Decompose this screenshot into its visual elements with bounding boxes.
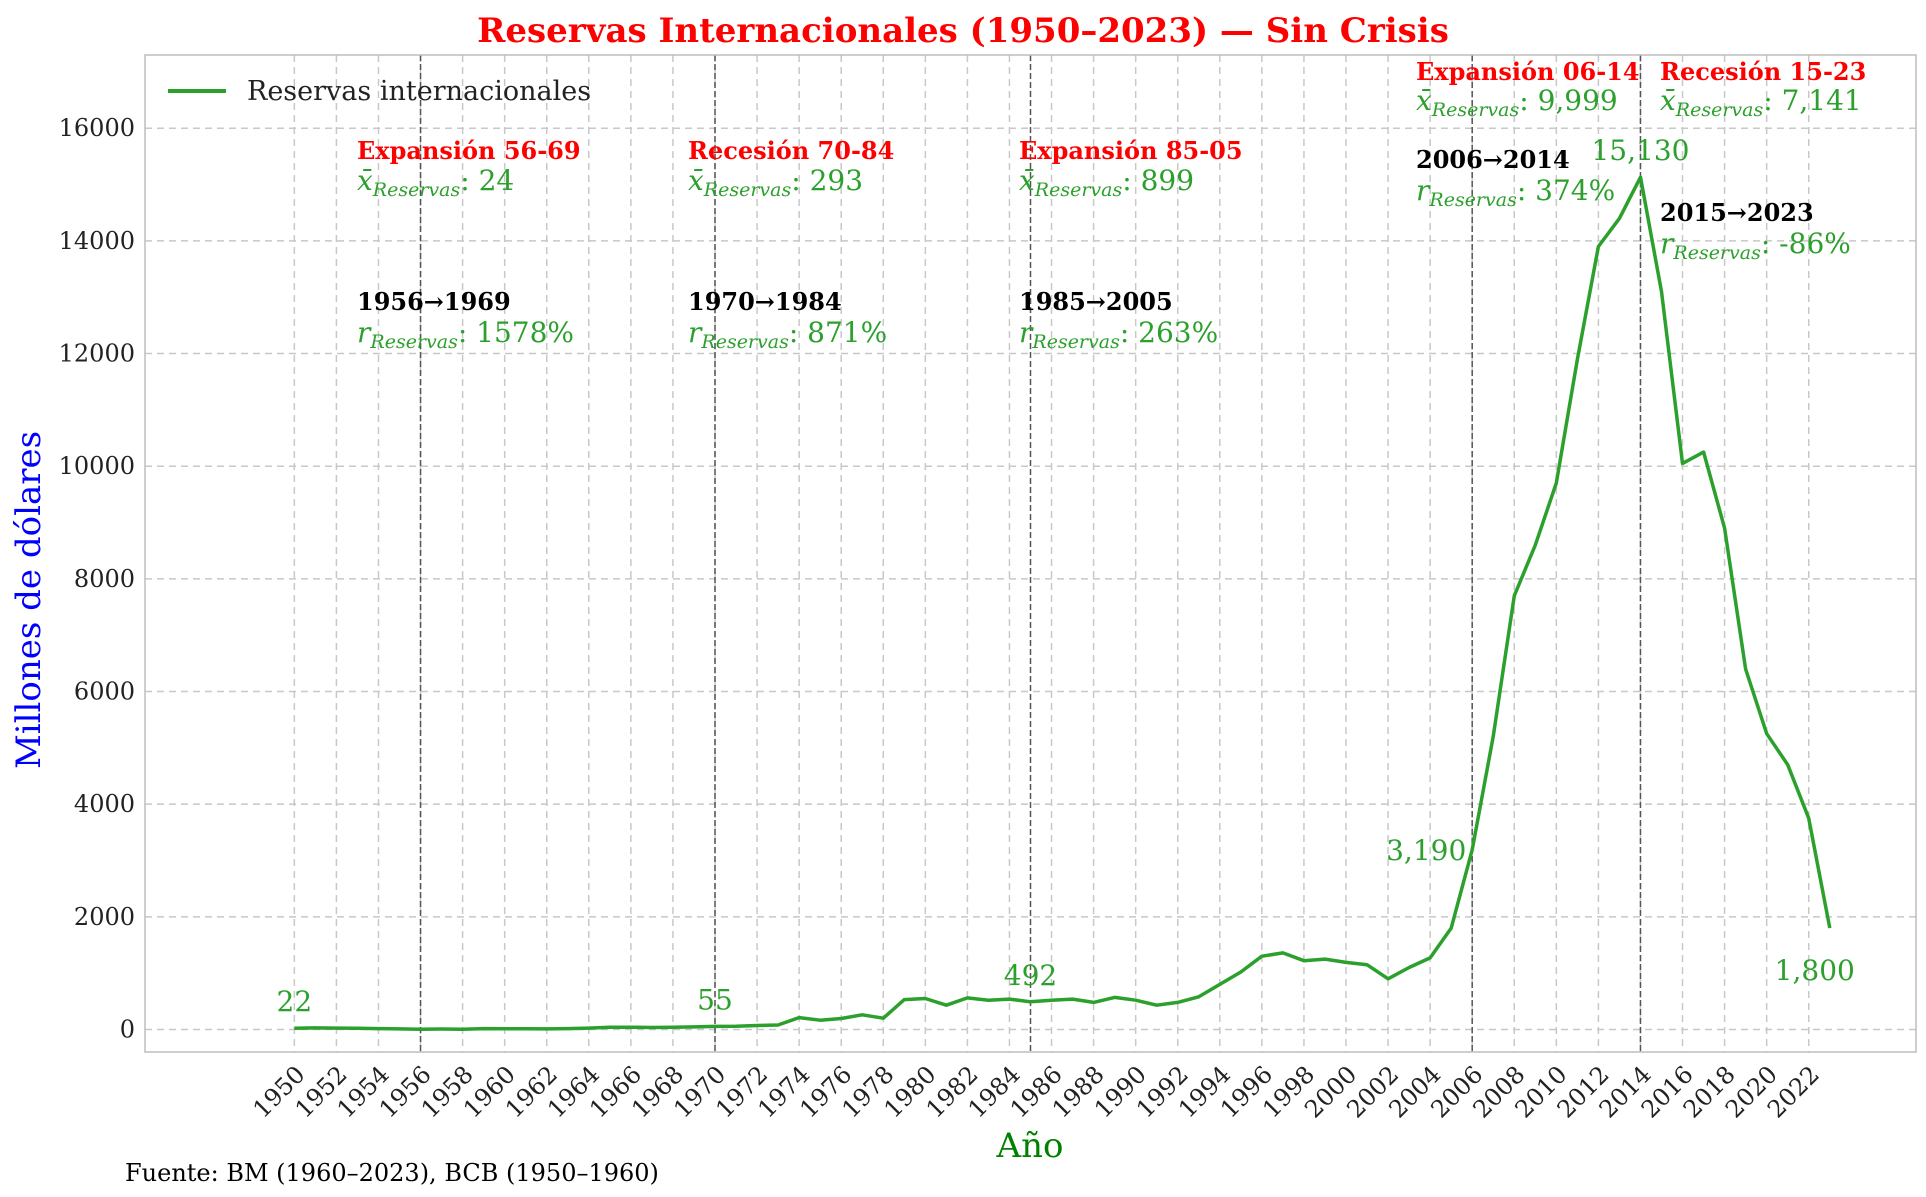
period-change-title: 2006→2014 <box>1416 145 1570 174</box>
series-line <box>294 175 1832 1031</box>
period-mean: x̄Reservas: 7,141 <box>1660 84 1862 121</box>
period-mean: x̄Reservas: 293 <box>688 164 863 201</box>
y-tick-label: 6000 <box>74 678 135 706</box>
x-axis-ticks: 1950195219541956195819601962196419661968… <box>248 1060 1825 1123</box>
y-tick-label: 8000 <box>74 565 135 593</box>
period-annotation: Recesión 15-23x̄Reservas: 7,141 2015→2023… <box>1660 57 1866 264</box>
period-change: rReservas: 871% <box>688 316 887 353</box>
period-title: Expansión 85-05 <box>1019 136 1243 165</box>
period-mean: x̄Reservas: 24 <box>357 164 514 201</box>
period-change: rReservas: -86% <box>1660 227 1851 264</box>
period-change: rReservas: 263% <box>1019 316 1218 353</box>
period-title: Expansión 56-69 <box>357 136 581 165</box>
period-title: Expansión 06-14 <box>1416 57 1640 86</box>
period-change-title: 1956→1969 <box>357 287 511 316</box>
y-tick-label: 16000 <box>59 114 135 142</box>
period-annotations: Expansión 56-69x̄Reservas: 241956→1969rR… <box>357 57 1866 353</box>
point-label: 1,800 <box>1775 954 1855 987</box>
series-layer <box>294 175 1832 1031</box>
point-labels: 22 55 492 3,190 15,130 1,800 <box>277 134 1855 1018</box>
plot-frame <box>144 54 1917 1053</box>
point-label: 492 <box>1004 959 1057 992</box>
chart-title: Reservas Internacionales (1950–2023) — S… <box>477 11 1449 51</box>
y-tick-label: 14000 <box>59 227 135 255</box>
legend-entry: Reservas internacionales <box>247 76 591 107</box>
period-title: Recesión 70-84 <box>688 136 894 165</box>
point-label: 55 <box>697 983 733 1016</box>
y-axis-ticks: 0 2000 4000 6000 8000 10000 12000 14000 16000 <box>59 114 135 1043</box>
y-tick-label: 2000 <box>74 903 135 931</box>
y-axis-label: Millones de dólares <box>9 431 49 769</box>
period-mean: x̄Reservas: 9,999 <box>1416 84 1618 121</box>
period-change: rReservas: 374% <box>1416 174 1615 211</box>
period-annotation: Expansión 06-14x̄Reservas: 9,999 2006→201… <box>1416 57 1640 211</box>
legend: Reservas internacionales <box>168 76 591 107</box>
period-annotation: Recesión 70-84x̄Reservas: 293 1970→1984rR… <box>688 136 894 353</box>
period-dividers <box>419 55 1642 1052</box>
period-change: rReservas: 1578% <box>357 316 574 353</box>
period-mean: x̄Reservas: 899 <box>1019 164 1194 201</box>
period-title: Recesión 15-23 <box>1660 57 1866 86</box>
x-axis-label: Año <box>996 1126 1064 1166</box>
period-change-title: 1970→1984 <box>688 287 842 316</box>
period-annotation: Expansión 85-05x̄Reservas: 899 1985→2005r… <box>1019 136 1243 353</box>
period-annotation: Expansión 56-69x̄Reservas: 24 1956→1969rR… <box>357 136 581 353</box>
y-tick-label: 0 <box>120 1015 135 1043</box>
point-label: 22 <box>277 985 313 1018</box>
point-label: 15,130 <box>1591 134 1689 167</box>
period-change-title: 1985→2005 <box>1019 287 1173 316</box>
point-label: 3,190 <box>1386 834 1466 867</box>
y-tick-label: 4000 <box>74 790 135 818</box>
y-tick-label: 12000 <box>59 340 135 368</box>
source-note: Fuente: BM (1960–2023), BCB (1950–1960) <box>125 1159 659 1187</box>
period-change-title: 2015→2023 <box>1660 198 1814 227</box>
y-tick-label: 10000 <box>59 452 135 480</box>
